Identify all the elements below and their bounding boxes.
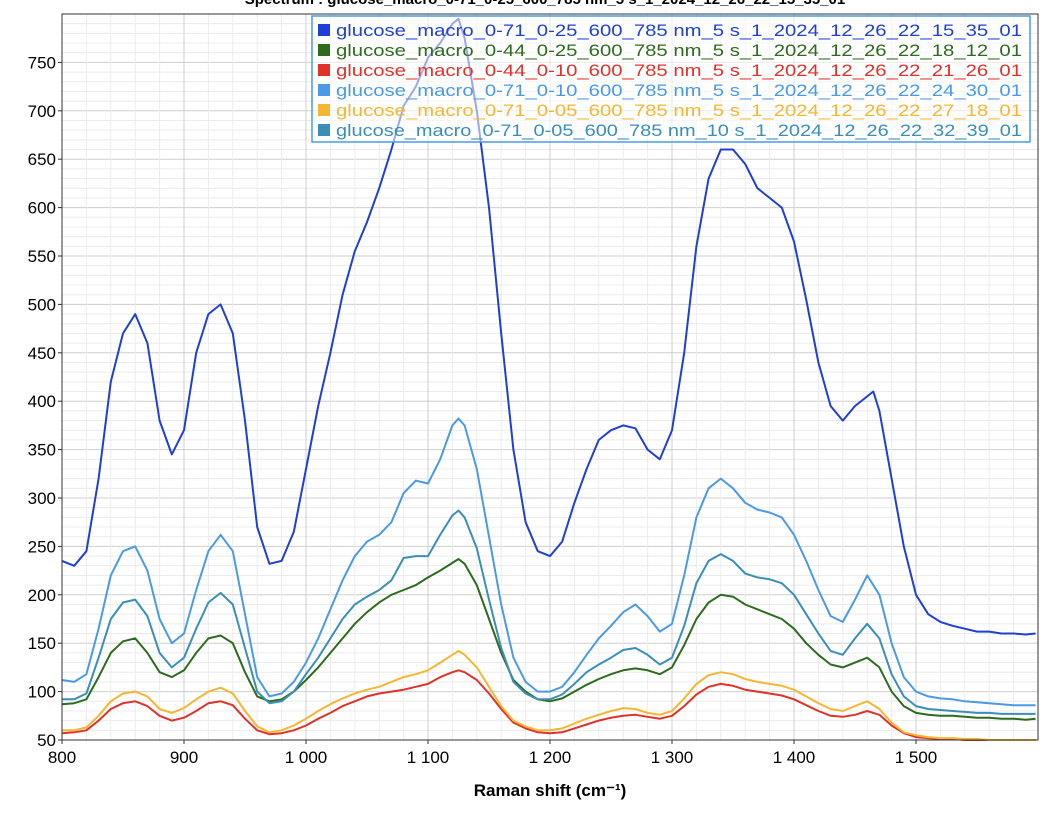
legend-label: glucose_macro_0-71_0-05_600_785 nm_10 s_… bbox=[336, 121, 1022, 140]
y-tick-label: 350 bbox=[28, 441, 56, 460]
legend-swatch bbox=[318, 124, 330, 136]
y-tick-label: 100 bbox=[28, 683, 56, 702]
y-tick-label: 50 bbox=[37, 731, 56, 750]
x-tick-label: 1 300 bbox=[651, 748, 694, 767]
y-tick-label: 300 bbox=[28, 489, 56, 508]
x-axis-ticks: 800 900 1 000 1 100 1 200 1 300 1 400 1 500 bbox=[48, 740, 937, 767]
legend-swatch bbox=[318, 24, 330, 36]
series-line-6 bbox=[62, 509, 1036, 715]
x-axis-title: Raman shift (cm⁻¹) bbox=[474, 781, 627, 800]
y-axis-ticks: 50 100 150 200 250 300 350 400 450 500 550 600 650 70… bbox=[28, 53, 62, 750]
y-tick-label: 400 bbox=[28, 392, 56, 411]
x-tick-label: 1 100 bbox=[407, 748, 450, 767]
x-tick-label: 1 000 bbox=[285, 748, 328, 767]
y-tick-label: 150 bbox=[28, 634, 56, 653]
y-tick-label: 250 bbox=[28, 537, 56, 556]
y-tick-label: 650 bbox=[28, 150, 56, 169]
legend-label: glucose_macro_0-44_0-10_600_785 nm_5 s_1… bbox=[336, 61, 1022, 80]
legend-swatch bbox=[318, 64, 330, 76]
x-tick-label: 800 bbox=[48, 748, 76, 767]
y-tick-label: 200 bbox=[28, 586, 56, 605]
series-line-3 bbox=[61, 669, 1036, 741]
y-tick-label: 500 bbox=[28, 295, 56, 314]
chart-title: Spectrum : glucose_macro_0-71_0-25_600_7… bbox=[245, 0, 845, 8]
legend-label: glucose_macro_0-71_0-05_600_785 nm_5 s_1… bbox=[336, 101, 1022, 120]
legend-swatch bbox=[318, 84, 330, 96]
x-tick-label: 1 400 bbox=[773, 748, 816, 767]
y-tick-label: 700 bbox=[28, 102, 56, 121]
legend-box bbox=[311, 15, 1031, 143]
series-lines bbox=[61, 17, 1036, 741]
legend-label: glucose_macro_0-44_0-25_600_785 nm_5 s_1… bbox=[336, 41, 1022, 60]
y-tick-label: 450 bbox=[28, 344, 56, 363]
y-tick-label: 600 bbox=[28, 199, 56, 218]
legend-swatch bbox=[318, 104, 330, 116]
legend: glucose_macro_0-71_0-25_600_785 nm_5 s_1… bbox=[311, 15, 1031, 143]
y-tick-label: 750 bbox=[28, 53, 56, 72]
series-line-4 bbox=[61, 417, 1036, 707]
series-line-5 bbox=[62, 649, 1036, 741]
y-tick-label: 550 bbox=[28, 247, 56, 266]
legend-label: glucose_macro_0-71_0-25_600_785 nm_5 s_1… bbox=[336, 21, 1022, 40]
x-tick-label: 1 200 bbox=[529, 748, 572, 767]
legend-label: glucose_macro_0-71_0-10_600_785 nm_5 s_1… bbox=[336, 81, 1022, 100]
x-tick-label: 900 bbox=[170, 748, 198, 767]
x-tick-label: 1 500 bbox=[895, 748, 938, 767]
legend-swatch bbox=[318, 44, 330, 56]
series-line-1 bbox=[61, 17, 1036, 636]
